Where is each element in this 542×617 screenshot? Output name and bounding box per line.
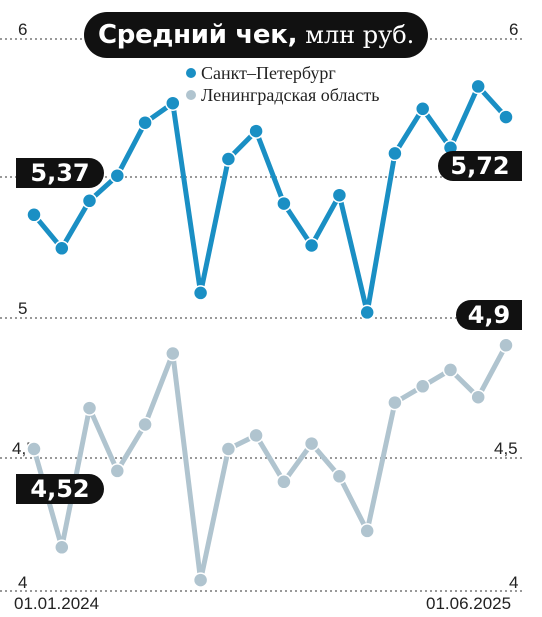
- gridlines: [0, 38, 522, 592]
- legend-item-spb: Санкт–Петербург: [186, 62, 379, 84]
- legend-marker-lo: [186, 90, 196, 100]
- series-line-spb: [31, 83, 509, 315]
- data-point-lo-15: [414, 378, 431, 395]
- y-tick-top-left: 6: [18, 20, 27, 39]
- data-point-spb-10: [276, 195, 292, 212]
- callout-spb-end: 5,72: [438, 151, 522, 181]
- legend-marker-spb: [186, 68, 196, 78]
- data-point-lo-1: [26, 441, 42, 457]
- data-point-spb-3: [81, 193, 98, 209]
- data-point-lo-18: [498, 337, 514, 354]
- y-tick-bottom-left: 4: [18, 573, 27, 592]
- data-point-spb-6: [165, 95, 181, 111]
- data-point-spb-12: [331, 187, 348, 203]
- data-point-lo-3: [81, 400, 98, 416]
- data-point-spb-15: [414, 101, 431, 117]
- data-point-lo-17: [470, 389, 486, 405]
- legend-label-lo: Ленинградская область: [201, 85, 380, 105]
- data-point-spb-14: [387, 145, 403, 162]
- y-tick-half-right: 4,5: [494, 439, 518, 458]
- data-point-lo-8: [220, 441, 237, 457]
- data-point-lo-9: [248, 427, 264, 444]
- data-point-spb-8: [220, 151, 237, 167]
- legend-item-lo: Ленинградская область: [186, 84, 379, 106]
- data-point-lo-14: [387, 394, 403, 411]
- data-point-lo-5: [137, 416, 153, 433]
- data-point-lo-16: [442, 362, 459, 378]
- data-point-spb-1: [26, 207, 42, 223]
- data-point-lo-4: [109, 463, 126, 479]
- chart-title-main: Средний чек,: [98, 20, 298, 50]
- data-point-lo-11: [303, 435, 320, 452]
- data-point-spb-9: [248, 123, 264, 139]
- data-point-lo-10: [276, 474, 292, 490]
- chart-title: Средний чек, млн руб.: [84, 12, 429, 58]
- legend-label-spb: Санкт–Петербург: [201, 63, 336, 83]
- series-line-lo: [31, 342, 509, 583]
- data-point-lo-2: [54, 539, 70, 556]
- callout-spb-start: 5,37: [16, 158, 104, 188]
- data-point-spb-11: [303, 237, 320, 254]
- data-point-spb-7: [192, 285, 209, 301]
- data-point-spb-17: [470, 78, 486, 95]
- data-point-spb-13: [359, 304, 375, 321]
- callout-lo-end: 4,9: [456, 300, 522, 330]
- data-point-lo-12: [331, 468, 348, 485]
- data-point-spb-4: [109, 167, 126, 184]
- x-label-start-date: 01.01.2024: [14, 594, 100, 613]
- data-point-lo-7: [192, 572, 209, 588]
- y-tick-five-left: 5: [18, 299, 27, 318]
- data-point-spb-2: [54, 240, 70, 257]
- data-point-lo-13: [359, 523, 375, 539]
- data-point-lo-6: [165, 345, 181, 362]
- x-label-end-date: 01.06.2025: [426, 594, 512, 613]
- y-tick-top-right: 6: [509, 20, 518, 39]
- y-tick-bottom-right: 4: [509, 573, 518, 592]
- callout-lo-start: 4,52: [16, 474, 104, 504]
- chart-title-unit: млн руб.: [305, 21, 415, 49]
- series-layer: [26, 78, 514, 588]
- legend: Санкт–Петербург Ленинградская область: [186, 62, 379, 106]
- data-point-spb-5: [137, 114, 153, 131]
- data-point-spb-18: [498, 109, 514, 125]
